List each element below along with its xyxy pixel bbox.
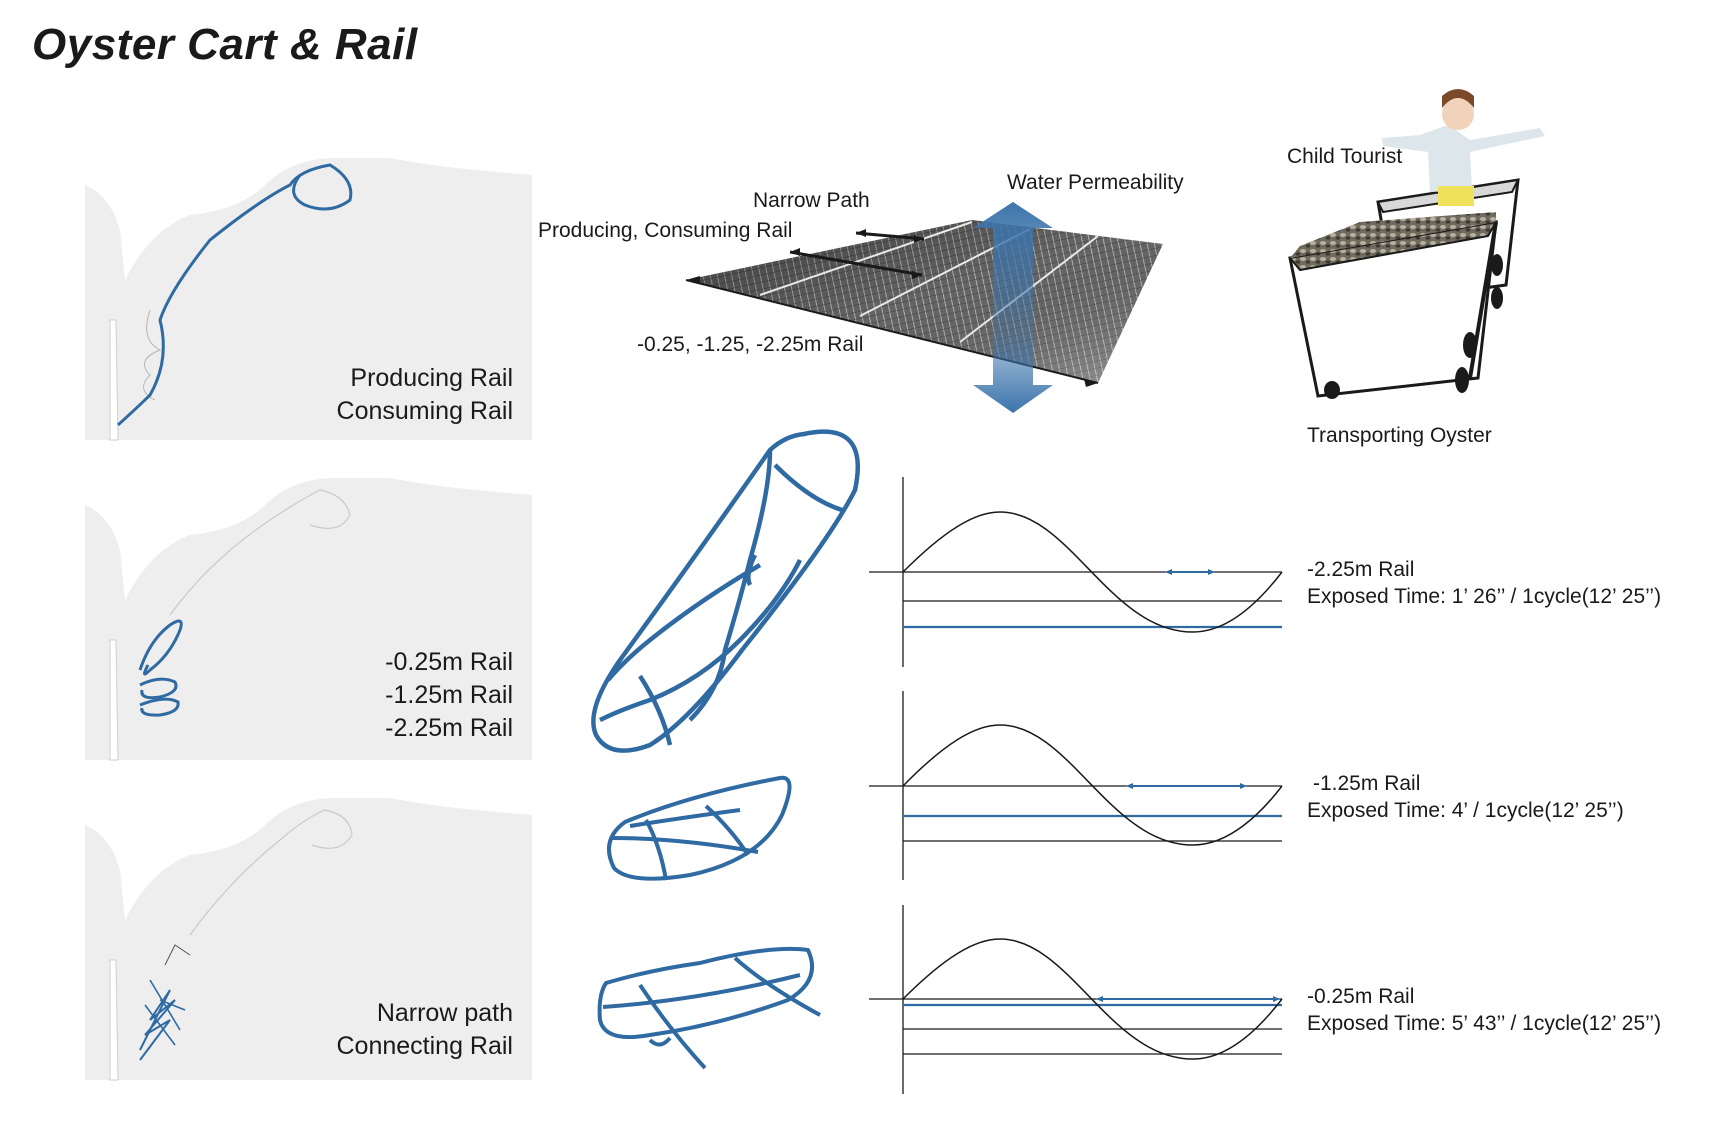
map-panel-2-line-2: -1.25m Rail (385, 681, 513, 709)
map-panel-depth-rails (85, 466, 532, 761)
map-panel-1-caption: Producing Rail Consuming Rail (337, 362, 513, 428)
map-panel-producing (85, 146, 532, 441)
tide-chart-1 (869, 477, 1283, 667)
page-title: Oyster Cart & Rail (32, 20, 418, 69)
grated-deck (685, 220, 1163, 387)
map-panel-3-line-2: Connecting Rail (336, 1032, 514, 1060)
tide-chart-1-exposed: Exposed Time: 1’ 26’’ / 1cycle(12’ 25’’) (1307, 585, 1662, 608)
map-panel-connecting (85, 786, 532, 1081)
child-tourist-label: Child Tourist (1287, 145, 1403, 168)
producing-consuming-rail-label: Producing, Consuming Rail (538, 219, 793, 242)
map-panel-1-line-1: Producing Rail (350, 364, 513, 392)
tide-chart-2-caption: -1.25m Rail Exposed Time: 4’ / 1cycle(12… (1307, 770, 1624, 824)
map-panel-3-caption: Narrow path Connecting Rail (337, 997, 514, 1063)
water-permeability-label: Water Permeability (1007, 171, 1184, 194)
tide-chart-2-rail: -1.25m Rail (1313, 772, 1421, 795)
rail-loop-small (597, 946, 821, 1070)
rail-loop-large (591, 429, 861, 753)
tide-chart-3-caption: -0.25m Rail Exposed Time: 5’ 43’’ / 1cyc… (1307, 983, 1661, 1037)
map-panel-2-caption: -0.25m Rail -1.25m Rail -2.25m Rail (385, 646, 513, 745)
map-panel-3-line-1: Narrow path (376, 999, 513, 1027)
map-panel-2-line-3: -2.25m Rail (385, 714, 513, 742)
rail-depths-label: -0.25, -1.25, -2.25m Rail (637, 333, 864, 356)
water-flow-arrow (973, 202, 1053, 413)
child-figure (1382, 89, 1545, 206)
rail-loop-medium (606, 775, 792, 881)
transporting-oyster-label: Transporting Oyster (1307, 424, 1492, 447)
map-panel-1-line-2: Consuming Rail (336, 397, 513, 425)
tide-chart-1-rail: -2.25m Rail (1307, 558, 1415, 581)
tide-chart-2-exposed: Exposed Time: 4’ / 1cycle(12’ 25’’) (1307, 799, 1624, 822)
tide-chart-1-caption: -2.25m Rail Exposed Time: 1’ 26’’ / 1cyc… (1307, 556, 1661, 610)
narrow-path-label: Narrow Path (753, 189, 870, 212)
tide-chart-2 (869, 691, 1283, 880)
tide-chart-3-rail: -0.25m Rail (1307, 985, 1415, 1008)
tide-chart-3-exposed: Exposed Time: 5’ 43’’ / 1cycle(12’ 25’’) (1307, 1012, 1662, 1035)
map-panel-2-line-1: -0.25m Rail (385, 648, 513, 676)
oyster-cart-front (1288, 212, 1498, 399)
tide-chart-3 (869, 905, 1283, 1094)
